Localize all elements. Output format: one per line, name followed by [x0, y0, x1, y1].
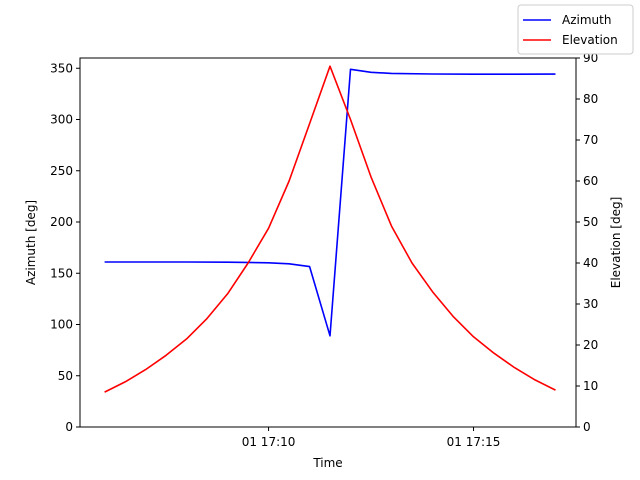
x-tick-label: 01 17:10	[242, 435, 296, 449]
x-axis-label: Time	[312, 456, 342, 470]
right-tick-label: 80	[583, 92, 598, 106]
right-axis-label: Elevation [deg]	[609, 197, 623, 289]
left-tick-label: 350	[50, 61, 73, 75]
legend-box	[517, 4, 634, 55]
legend-label-elevation: Elevation	[562, 33, 618, 47]
series-layer	[104, 65, 556, 393]
left-tick-label: 50	[58, 369, 73, 383]
left-axis-label: Azimuth [deg]	[24, 200, 38, 285]
right-tick-label: 0	[583, 420, 591, 434]
plot-frame	[79, 57, 577, 428]
right-tick-label: 10	[583, 379, 598, 393]
legend: Azimuth Elevation	[517, 4, 634, 55]
right-tick-label: 20	[583, 338, 598, 352]
series-line-azimuth	[104, 68, 556, 337]
right-tick-label: 70	[583, 133, 598, 147]
right-tick-label: 60	[583, 174, 598, 188]
right-tick-label: 50	[583, 215, 598, 229]
left-tick-label: 100	[50, 318, 73, 332]
legend-label-azimuth: Azimuth	[562, 13, 611, 27]
x-tick-label: 01 17:15	[447, 435, 501, 449]
series-line-elevation	[104, 65, 556, 393]
left-tick-label: 300	[50, 113, 73, 127]
right-tick-label: 30	[583, 297, 598, 311]
right-tick-label: 40	[583, 256, 598, 270]
left-tick-label: 200	[50, 215, 73, 229]
x-axis-ticks: 01 17:10 01 17:15	[242, 427, 501, 449]
left-tick-label: 250	[50, 164, 73, 178]
left-axis-ticks: 0 50 100 150 200 250 300 350	[50, 61, 80, 434]
left-tick-label: 0	[65, 420, 73, 434]
left-tick-label: 150	[50, 266, 73, 280]
